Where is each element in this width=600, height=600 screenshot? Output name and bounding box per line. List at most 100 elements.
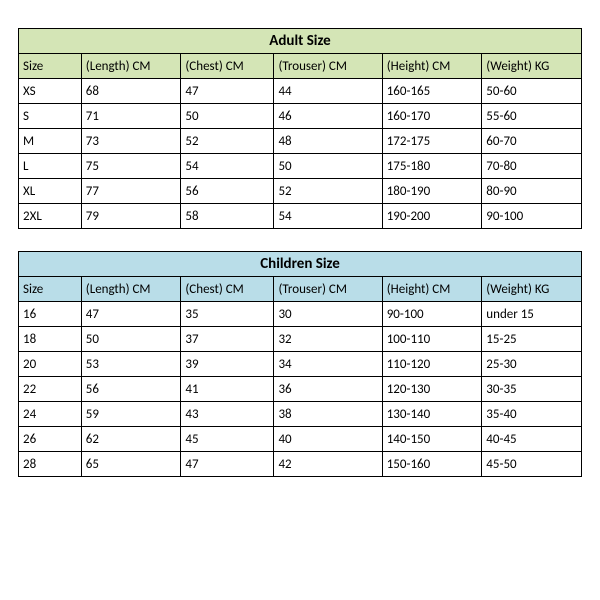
cell: 130-140: [382, 402, 482, 427]
cell: XL: [19, 179, 82, 204]
cell: 62: [81, 427, 181, 452]
col-chest: (Chest) CM: [181, 54, 274, 79]
cell: 38: [274, 402, 382, 427]
table-row: XS 68 47 44 160-165 50-60: [19, 79, 582, 104]
cell: 26: [19, 427, 82, 452]
cell: 42: [274, 452, 382, 477]
cell: 70-80: [482, 154, 582, 179]
cell: L: [19, 154, 82, 179]
table-row: 28 65 47 42 150-160 45-50: [19, 452, 582, 477]
table-row: 16 47 35 30 90-100 under 15: [19, 302, 582, 327]
table-row: 26 62 45 40 140-150 40-45: [19, 427, 582, 452]
children-title-row: Children Size: [19, 252, 582, 277]
cell: 50: [81, 327, 181, 352]
col-size: Size: [19, 54, 82, 79]
cell: 175-180: [382, 154, 482, 179]
cell: 52: [181, 129, 274, 154]
cell: 53: [81, 352, 181, 377]
cell: 65: [81, 452, 181, 477]
cell: 50-60: [482, 79, 582, 104]
children-size-table: Children Size Size (Length) CM (Chest) C…: [18, 251, 582, 477]
cell: 100-110: [382, 327, 482, 352]
cell: 45: [181, 427, 274, 452]
cell: 172-175: [382, 129, 482, 154]
table-gap: [18, 229, 582, 251]
cell: 46: [274, 104, 382, 129]
col-trouser: (Trouser) CM: [274, 277, 382, 302]
cell: 41: [181, 377, 274, 402]
cell: 39: [181, 352, 274, 377]
cell: 59: [81, 402, 181, 427]
children-size-title: Children Size: [19, 252, 582, 277]
table-row: M 73 52 48 172-175 60-70: [19, 129, 582, 154]
cell: 160-165: [382, 79, 482, 104]
cell: 30: [274, 302, 382, 327]
col-size: Size: [19, 277, 82, 302]
children-header-row: Size (Length) CM (Chest) CM (Trouser) CM…: [19, 277, 582, 302]
cell: 71: [81, 104, 181, 129]
cell: 40: [274, 427, 382, 452]
cell: 30-35: [482, 377, 582, 402]
cell: 24: [19, 402, 82, 427]
cell: 120-130: [382, 377, 482, 402]
table-row: 2XL 79 58 54 190-200 90-100: [19, 204, 582, 229]
table-row: 18 50 37 32 100-110 15-25: [19, 327, 582, 352]
cell: 35: [181, 302, 274, 327]
table-row: 24 59 43 38 130-140 35-40: [19, 402, 582, 427]
cell: 56: [81, 377, 181, 402]
cell: 79: [81, 204, 181, 229]
cell: 37: [181, 327, 274, 352]
cell: 15-25: [482, 327, 582, 352]
cell: 80-90: [482, 179, 582, 204]
col-weight: (Weight) KG: [482, 54, 582, 79]
table-row: 20 53 39 34 110-120 25-30: [19, 352, 582, 377]
cell: 43: [181, 402, 274, 427]
cell: 52: [274, 179, 382, 204]
cell: 32: [274, 327, 382, 352]
cell: 20: [19, 352, 82, 377]
table-row: S 71 50 46 160-170 55-60: [19, 104, 582, 129]
cell: 50: [181, 104, 274, 129]
cell: 47: [181, 79, 274, 104]
cell: 150-160: [382, 452, 482, 477]
cell: 47: [181, 452, 274, 477]
cell: 47: [81, 302, 181, 327]
table-row: XL 77 56 52 180-190 80-90: [19, 179, 582, 204]
col-length: (Length) CM: [81, 277, 181, 302]
col-height: (Height) CM: [382, 277, 482, 302]
cell: 55-60: [482, 104, 582, 129]
cell: 160-170: [382, 104, 482, 129]
cell: 58: [181, 204, 274, 229]
cell: 54: [274, 204, 382, 229]
cell: 34: [274, 352, 382, 377]
cell: 35-40: [482, 402, 582, 427]
cell: 140-150: [382, 427, 482, 452]
cell: 54: [181, 154, 274, 179]
col-chest: (Chest) CM: [181, 277, 274, 302]
cell: S: [19, 104, 82, 129]
cell: M: [19, 129, 82, 154]
cell: XS: [19, 79, 82, 104]
adult-size-table: Adult Size Size (Length) CM (Chest) CM (…: [18, 28, 582, 229]
cell: 75: [81, 154, 181, 179]
cell: 44: [274, 79, 382, 104]
cell: 48: [274, 129, 382, 154]
cell: 110-120: [382, 352, 482, 377]
cell: 77: [81, 179, 181, 204]
table-row: 22 56 41 36 120-130 30-35: [19, 377, 582, 402]
cell: 2XL: [19, 204, 82, 229]
cell: 90-100: [482, 204, 582, 229]
cell: 68: [81, 79, 181, 104]
cell: 73: [81, 129, 181, 154]
col-trouser: (Trouser) CM: [274, 54, 382, 79]
cell: 60-70: [482, 129, 582, 154]
cell: 16: [19, 302, 82, 327]
cell: 50: [274, 154, 382, 179]
cell: 45-50: [482, 452, 582, 477]
cell: 25-30: [482, 352, 582, 377]
cell: 40-45: [482, 427, 582, 452]
adult-title-row: Adult Size: [19, 29, 582, 54]
adult-header-row: Size (Length) CM (Chest) CM (Trouser) CM…: [19, 54, 582, 79]
cell: 36: [274, 377, 382, 402]
cell: 90-100: [382, 302, 482, 327]
